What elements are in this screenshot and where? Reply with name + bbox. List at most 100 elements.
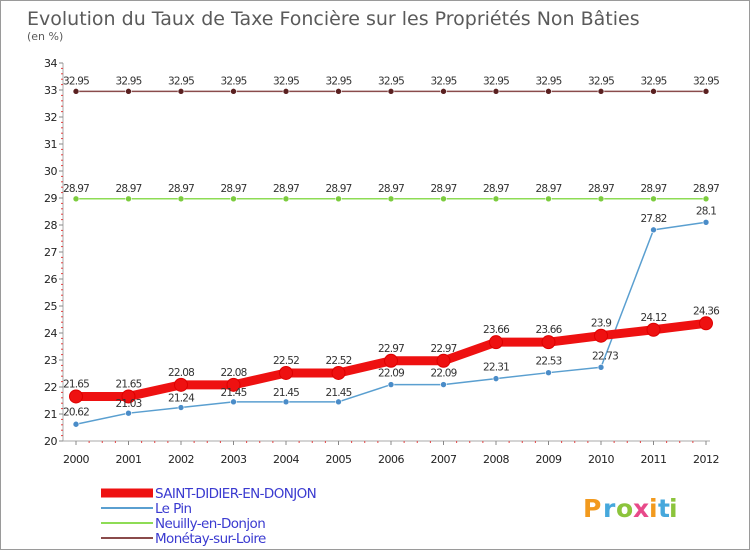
y-tick-label: 32 [44, 111, 57, 124]
data-label: 32.95 [378, 75, 404, 87]
x-tick-label: 2006 [378, 453, 404, 466]
data-point [489, 335, 503, 350]
data-label: 28.97 [115, 183, 141, 195]
logo-letter: i [669, 494, 678, 523]
logo-letter: i [649, 494, 658, 523]
data-label: 32.95 [220, 75, 246, 87]
data-label: 23.9 [591, 318, 611, 330]
data-point [230, 398, 237, 406]
data-point [226, 377, 241, 392]
x-tick-label: 2011 [641, 453, 667, 466]
data-point [702, 219, 710, 226]
data-point [492, 88, 500, 95]
data-label: 32.95 [483, 75, 509, 87]
x-tick-label: 2003 [221, 453, 247, 466]
legend-label: SAINT-DIDIER-EN-DONJON [155, 486, 316, 502]
data-label: 28.97 [483, 183, 509, 195]
data-label: 28.97 [640, 183, 666, 195]
y-tick-label: 28 [44, 219, 57, 232]
y-tick-label: 29 [44, 192, 57, 205]
data-label: 22.97 [430, 343, 456, 355]
y-tick-label: 27 [44, 246, 57, 259]
logo-letter: o [616, 494, 633, 523]
data-point [384, 353, 398, 368]
data-point [72, 420, 80, 428]
data-label: 32.95 [325, 75, 351, 87]
data-point [650, 226, 657, 234]
data-label: 21.65 [115, 378, 141, 390]
data-point [177, 404, 185, 411]
data-point [387, 195, 395, 203]
data-label: 22.08 [220, 367, 246, 379]
y-tick-label: 25 [44, 300, 57, 313]
data-label: 28.97 [273, 183, 299, 195]
data-label: 21.03 [115, 398, 141, 410]
chart-subtitle: (en %) [27, 30, 63, 43]
x-tick-label: 2012 [693, 453, 719, 466]
data-point [331, 365, 346, 380]
data-label: 32.95 [693, 75, 719, 87]
data-point [594, 328, 608, 343]
data-point [125, 88, 132, 95]
data-point [72, 88, 80, 95]
series-saint-didier-en-donjon [69, 316, 713, 404]
data-label: 28.97 [168, 183, 194, 195]
data-point [177, 195, 185, 203]
y-tick-label: 30 [44, 165, 57, 178]
y-tick-label: 34 [44, 57, 57, 70]
data-label: 28.97 [693, 183, 719, 195]
data-label: 28.97 [588, 183, 614, 195]
data-label: 22.31 [483, 362, 509, 374]
legend-item: SAINT-DIDIER-EN-DONJON [101, 486, 317, 502]
data-point [335, 398, 342, 406]
legend-label: Neuilly-en-Donjon [155, 516, 265, 532]
logo-letter: t [658, 494, 670, 523]
y-tick-label: 31 [44, 138, 57, 151]
x-tick-label: 2008 [483, 453, 509, 466]
data-label: 28.97 [535, 183, 561, 195]
data-point [440, 195, 447, 203]
data-label: 32.95 [430, 75, 456, 87]
y-tick-label: 24 [44, 327, 57, 340]
logo-letter: x [633, 494, 649, 523]
data-point [230, 88, 237, 95]
data-label: 28.97 [378, 183, 404, 195]
legend-item: Neuilly-en-Donjon [101, 516, 266, 532]
series-layer [69, 88, 713, 428]
data-point [492, 195, 500, 203]
data-point [699, 316, 713, 331]
data-point [177, 88, 185, 95]
data-point [335, 88, 342, 95]
series-le-pin [72, 219, 710, 428]
data-label: 32.95 [535, 75, 561, 87]
data-point [650, 195, 657, 203]
series-neuilly-en-donjon [72, 195, 710, 203]
data-label: 28.1 [696, 205, 716, 217]
data-point [492, 375, 500, 382]
x-tick-label: 2000 [63, 453, 89, 466]
x-tick-label: 2004 [273, 453, 299, 466]
data-label: 21.65 [63, 378, 89, 390]
data-point [125, 195, 132, 203]
data-label: 21.45 [273, 387, 299, 399]
y-tick-label: 22 [44, 381, 57, 394]
data-label: 21.24 [168, 393, 195, 405]
data-point [69, 389, 83, 404]
y-tick-label: 26 [44, 273, 57, 286]
x-tick-label: 2010 [588, 453, 614, 466]
data-point [597, 195, 605, 203]
data-label: 23.66 [483, 324, 510, 336]
data-label: 21.45 [220, 387, 246, 399]
data-label: 22.52 [325, 355, 351, 367]
y-tick-label: 23 [44, 354, 57, 367]
data-label: 20.62 [63, 406, 89, 418]
logo-letter: P [583, 494, 601, 523]
x-tick-label: 2009 [536, 453, 562, 466]
x-tick-label: 2005 [326, 453, 352, 466]
data-label: 21.45 [325, 387, 351, 399]
logo-letter: r [603, 494, 616, 523]
data-label: 22.73 [592, 350, 618, 362]
